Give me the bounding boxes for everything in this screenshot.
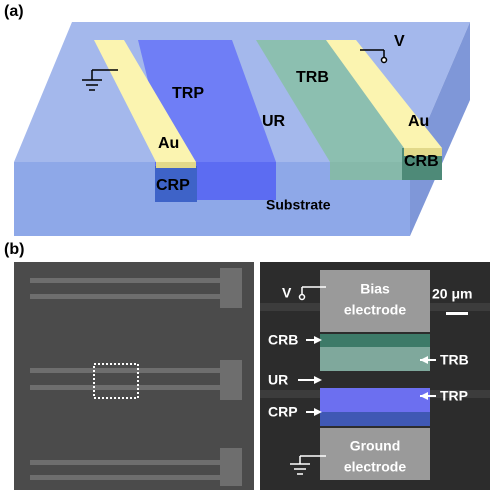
trp-region <box>320 388 430 412</box>
region-label: CRP <box>268 404 298 420</box>
electrode-label: Bias <box>360 281 390 297</box>
region-label: UR <box>262 113 286 130</box>
panel-label: (b) <box>4 241 24 258</box>
electrode-label: electrode <box>344 302 406 318</box>
figure: (a) V TRB TRP UR Au Au CRB CRP Substrate… <box>0 0 492 491</box>
region-label: CRB <box>268 332 298 348</box>
scale-bar <box>446 312 468 315</box>
voltage-label: V <box>394 33 405 50</box>
electrode-label: Ground <box>350 438 401 454</box>
region-label: CRP <box>156 177 190 194</box>
crb-region <box>320 334 430 347</box>
trb-region <box>320 347 430 371</box>
region-label: UR <box>268 372 288 388</box>
crp-region <box>320 412 430 426</box>
region-label: TRP <box>172 85 204 102</box>
region-label: TRB <box>440 352 469 368</box>
panel-label: (a) <box>4 3 24 20</box>
electrode-label: electrode <box>344 459 406 475</box>
electrode-label: Au <box>158 135 179 152</box>
au-electrode-front <box>156 162 196 168</box>
voltage-label: V <box>282 285 292 301</box>
region-label: TRB <box>296 69 329 86</box>
scale-bar-label: 20 μm <box>432 286 472 302</box>
region-label: TRP <box>440 388 468 404</box>
substrate-label: Substrate <box>266 197 331 213</box>
region-label: CRB <box>404 153 439 170</box>
electrode-label: Au <box>408 113 429 130</box>
